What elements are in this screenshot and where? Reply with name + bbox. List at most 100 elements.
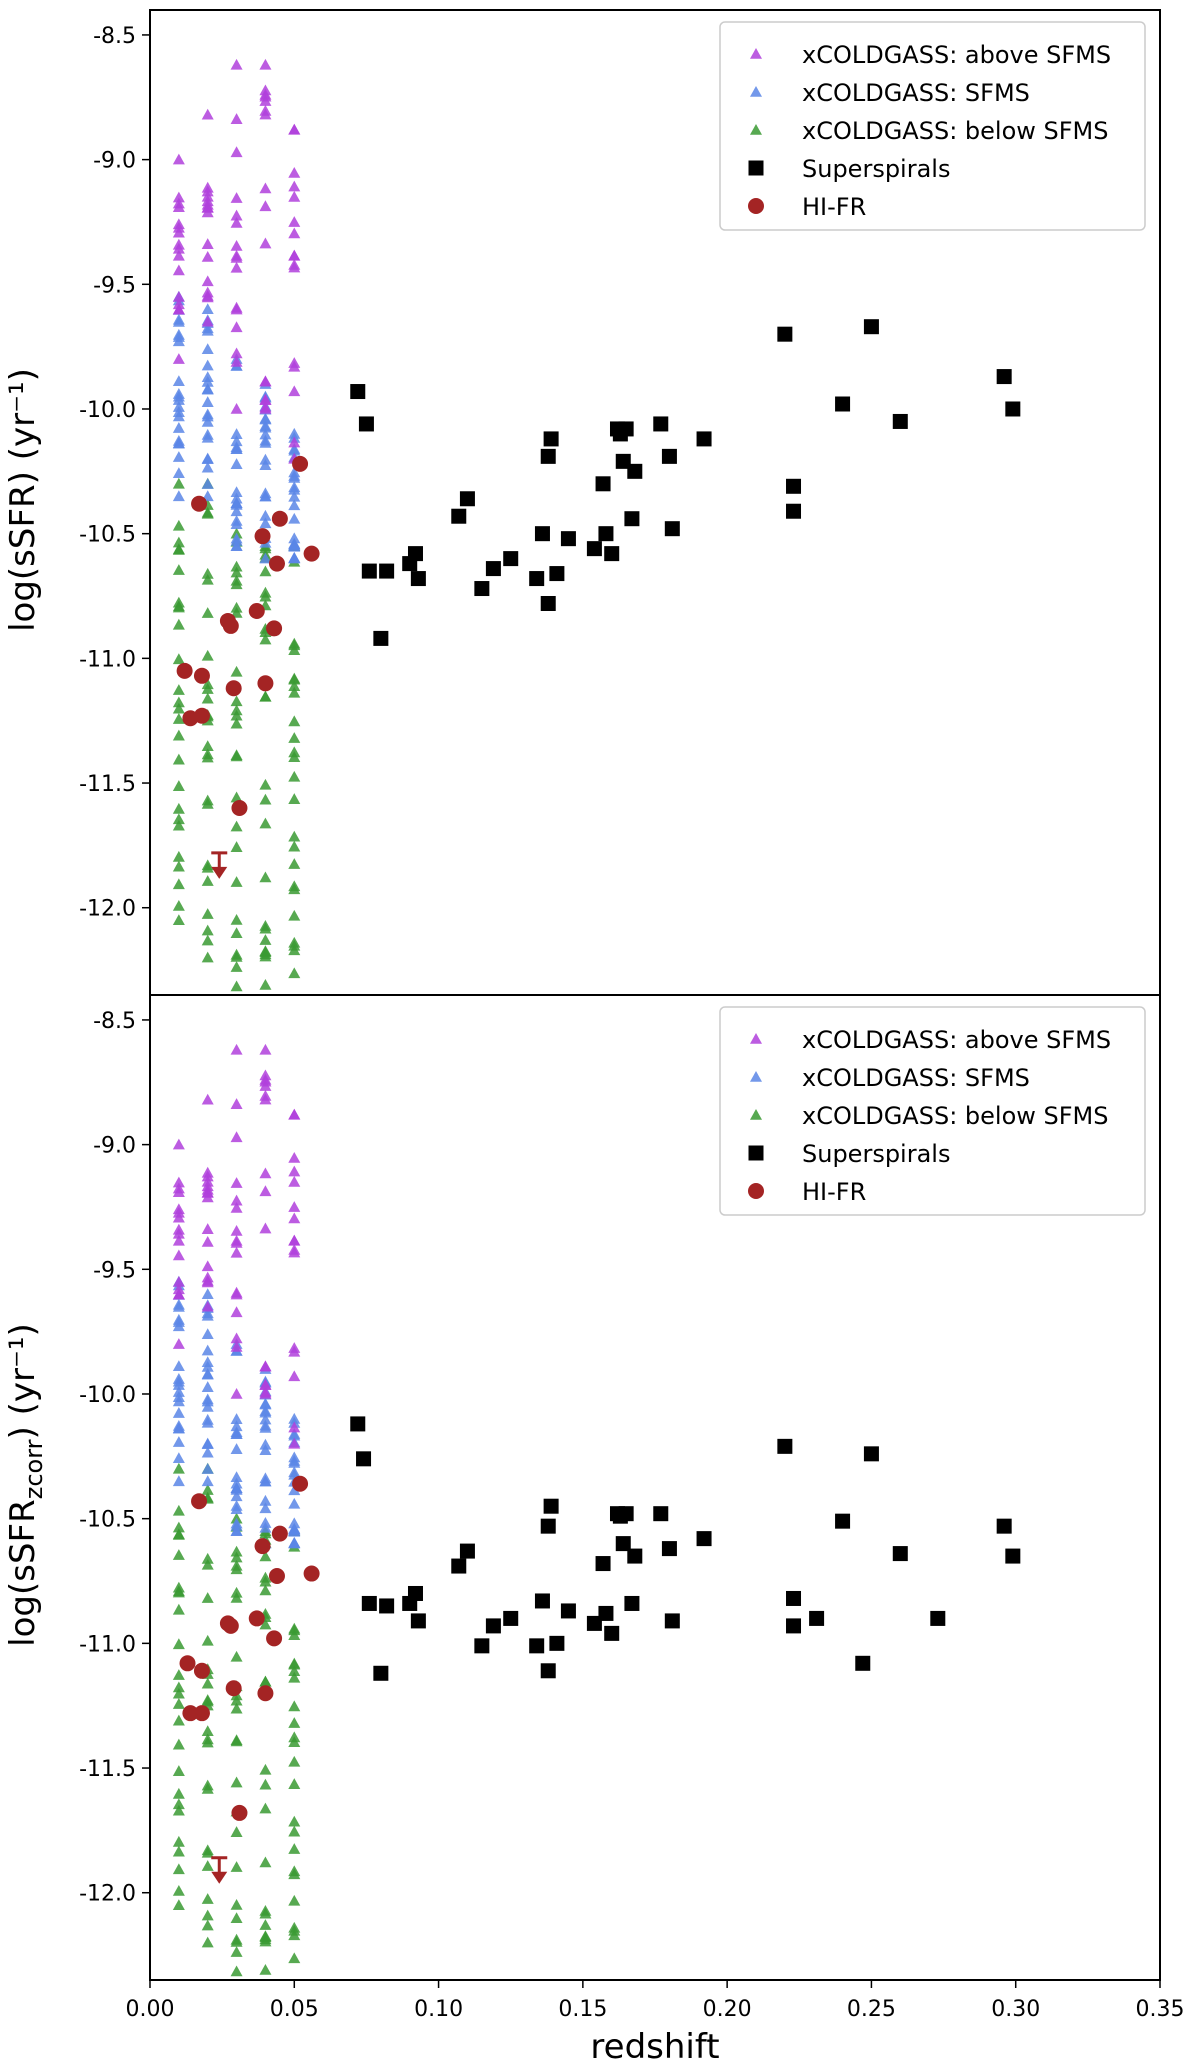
top-hifr-point [268,555,285,572]
bottom-xcoldgass-below-point [230,1563,243,1575]
top-superspiral-point [615,453,631,469]
top-y-tick-label: -12.0 [79,897,136,922]
top-y-tick-label: -8.5 [93,24,136,49]
top-superspiral-point [485,561,501,577]
bottom-y-tick-label: -10.0 [79,1383,136,1408]
top-y-tick-label: -10.0 [79,398,136,423]
top-xcoldgass-sfms-point [259,552,272,564]
top-xcoldgass-above-point [259,95,272,106]
top-xcoldgass-sfms-point [230,442,243,454]
bottom-xcoldgass-below-point [288,1868,301,1880]
top-xcoldgass-above-point [230,347,243,359]
bottom-superspiral-point [598,1605,614,1621]
bottom-xcoldgass-sfms-point [201,1344,214,1356]
bottom-xcoldgass-above-point [230,1332,243,1344]
top-xcoldgass-below-point [288,770,301,782]
top-superspiral-point [586,541,602,557]
top-xcoldgass-sfms-point [259,428,272,440]
top-xcoldgass-sfms-point [230,492,243,504]
bottom-xcoldgass-below-point [288,1700,301,1712]
bottom-hifr-point [248,1610,265,1627]
top-superspiral-point [373,630,389,646]
bottom-xcoldgass-below-point [230,1898,243,1910]
bottom-superspiral-point [540,1518,556,1534]
bottom-xcoldgass-sfms-point [259,1398,272,1410]
top-xcoldgass-below-point [259,978,272,990]
bottom-hifr-point [268,1568,285,1585]
top-xcoldgass-below-point [230,566,243,578]
bottom-xcoldgass-above-point [288,1165,301,1177]
bottom-xcoldgass-below-point [230,1702,243,1714]
bottom-xcoldgass-sfms-point [201,1328,214,1340]
bottom-hifr-point [193,1662,210,1679]
bottom-xcoldgass-below-point [230,1586,243,1598]
bottom-xcoldgass-below-point [288,1755,301,1767]
top-xcoldgass-below-point [288,967,301,979]
bottom-superspiral-point [459,1543,475,1559]
top-xcoldgass-sfms-point [230,498,243,510]
bottom-xcoldgass-below-point [259,1963,272,1975]
top-xcoldgass-above-point [172,238,185,250]
top-xcoldgass-above-point [172,201,185,212]
bottom-xcoldgass-sfms-point [230,1490,243,1502]
top-xcoldgass-above-point [172,191,185,203]
bottom-legend-marker [748,1145,764,1161]
bottom-xcoldgass-above-point [201,1186,214,1198]
bottom-xcoldgass-below-point [288,1921,301,1933]
bottom-xcoldgass-sfms-point [201,1446,214,1458]
bottom-xcoldgass-sfms-point [230,1471,243,1483]
bottom-xcoldgass-sfms-point [259,1406,272,1418]
bottom-xcoldgass-below-point [230,1965,243,1977]
top-superspiral-point [863,319,879,335]
top-xcoldgass-below-point [172,713,185,724]
top-xcoldgass-sfms-point [259,509,272,521]
top-superspiral-point [1005,401,1021,417]
bottom-xcoldgass-below-point [288,1825,301,1837]
bottom-xcoldgass-below-point [288,1736,301,1748]
bottom-legend-label: Superspirals [802,1140,950,1168]
bottom-xcoldgass-below-point [201,1909,214,1921]
bottom-y-tick-label: -8.5 [93,1009,136,1034]
bottom-xcoldgass-sfms-point [259,1475,272,1487]
bottom-xcoldgass-below-point [172,1687,185,1699]
top-superspiral-point [786,503,802,519]
top-xcoldgass-below-point [230,820,243,832]
top-xcoldgass-above-point [230,192,243,203]
top-xcoldgass-below-point [201,740,214,752]
bottom-xcoldgass-sfms-point [201,1288,214,1300]
bottom-xcoldgass-below-point [201,1634,214,1646]
bottom-xcoldgass-above-point [230,1286,243,1298]
top-xcoldgass-below-point [288,673,301,685]
bottom-xcoldgass-above-point [201,1223,214,1234]
top-xcoldgass-above-point [259,393,272,405]
top-xcoldgass-below-point [288,715,301,727]
bottom-xcoldgass-sfms-point [201,1368,214,1380]
bottom-xcoldgass-below-point [201,1844,214,1856]
bottom-xcoldgass-sfms-point [259,1413,272,1425]
top-y-axis-title: log(sSFR) (yr⁻¹) [3,368,43,632]
bottom-xcoldgass-below-point [172,1899,185,1910]
top-xcoldgass-below-point [230,560,243,572]
top-xcoldgass-sfms-point [172,394,185,405]
top-xcoldgass-below-point [201,683,214,694]
top-xcoldgass-below-point [230,791,243,803]
bottom-xcoldgass-below-point [288,1629,301,1640]
top-xcoldgass-below-point [201,934,214,946]
top-xcoldgass-sfms-point [201,343,214,355]
bottom-xcoldgass-above-point [259,1185,272,1197]
bottom-legend-label: xCOLDGASS: SFMS [802,1064,1030,1092]
bottom-xcoldgass-above-point [230,1340,243,1352]
top-xcoldgass-sfms-point [172,313,185,325]
bottom-y-axis-title: log(sSFRzcorr) (yr⁻¹) [3,1323,48,1647]
top-xcoldgass-sfms-point [259,421,272,433]
top-xcoldgass-below-point [172,601,185,613]
bottom-xcoldgass-below-point [288,1671,301,1683]
top-superspiral-point [653,416,669,432]
bottom-xcoldgass-sfms-point [230,1499,243,1511]
top-xcoldgass-below-point [288,732,301,743]
bottom-superspiral-point [373,1665,389,1681]
bottom-xcoldgass-sfms-point [201,1437,214,1449]
top-superspiral-point [661,448,677,464]
top-xcoldgass-below-point [201,506,214,518]
top-xcoldgass-below-point [201,567,214,579]
